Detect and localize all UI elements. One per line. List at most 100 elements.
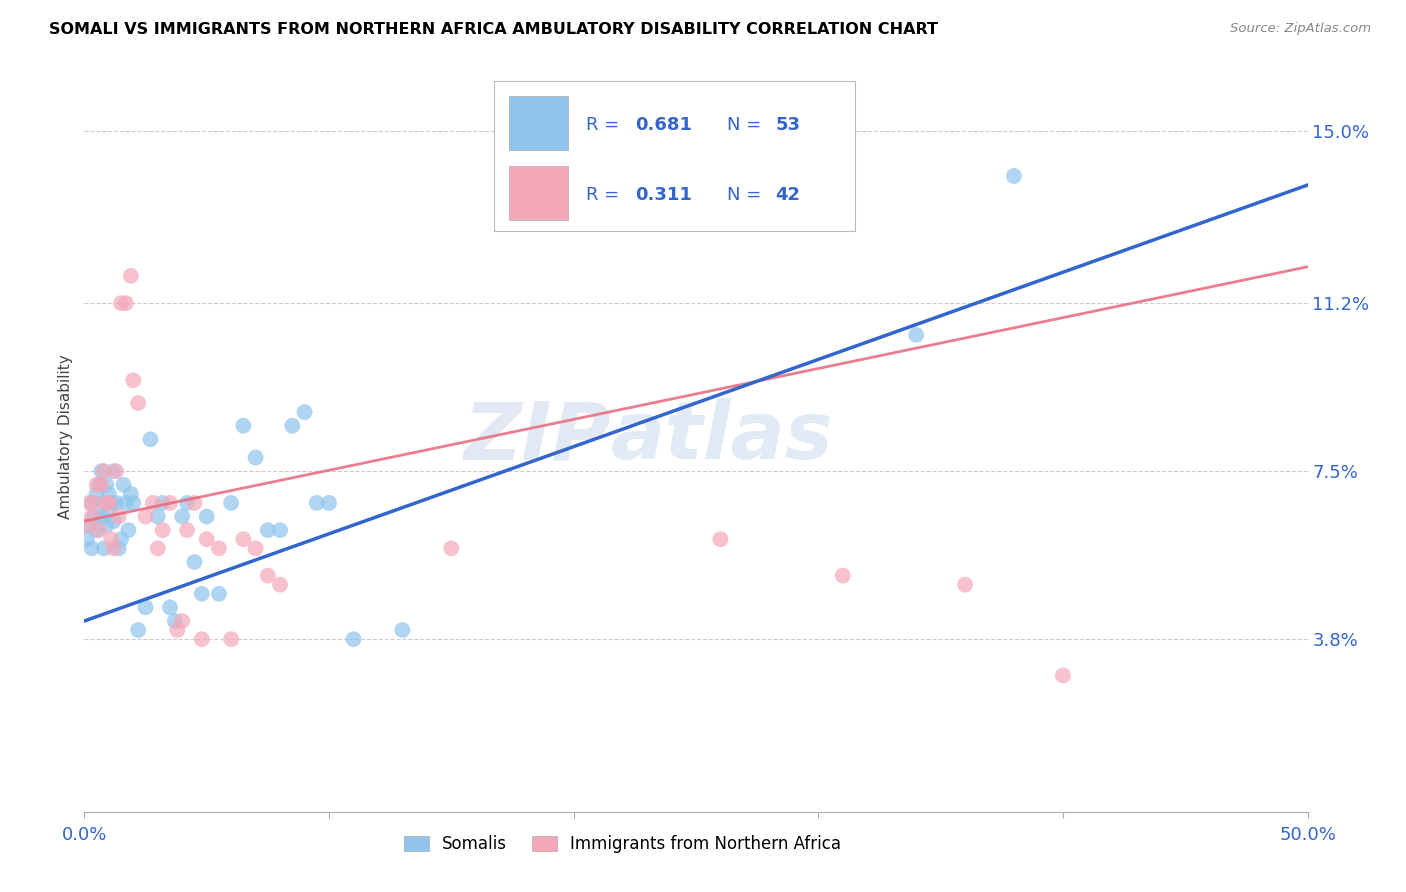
Point xyxy=(120,268,142,283)
Point xyxy=(103,514,125,528)
Point xyxy=(77,518,100,533)
FancyBboxPatch shape xyxy=(494,81,855,231)
Point xyxy=(105,496,128,510)
Point xyxy=(76,518,98,533)
Text: atlas: atlas xyxy=(610,398,834,476)
Point xyxy=(87,523,110,537)
Point xyxy=(269,523,291,537)
Point xyxy=(105,464,128,478)
Point xyxy=(100,496,122,510)
Point xyxy=(76,533,98,547)
Point xyxy=(191,587,214,601)
Text: ZIP: ZIP xyxy=(463,398,610,476)
Text: 0.311: 0.311 xyxy=(636,186,692,204)
Point xyxy=(86,477,108,491)
Point xyxy=(87,477,110,491)
Point xyxy=(159,496,181,510)
Point xyxy=(80,509,103,524)
Point xyxy=(232,533,254,547)
Point xyxy=(90,464,112,478)
Text: SOMALI VS IMMIGRANTS FROM NORTHERN AFRICA AMBULATORY DISABILITY CORRELATION CHAR: SOMALI VS IMMIGRANTS FROM NORTHERN AFRIC… xyxy=(49,22,938,37)
Text: R =: R = xyxy=(586,186,624,204)
Point xyxy=(391,623,413,637)
Text: N =: N = xyxy=(727,186,766,204)
Point xyxy=(122,496,145,510)
Point xyxy=(135,600,157,615)
Point xyxy=(163,614,186,628)
Point xyxy=(195,533,218,547)
Point xyxy=(107,509,129,524)
Point xyxy=(294,405,316,419)
Point xyxy=(269,577,291,591)
Point xyxy=(93,496,115,510)
Point xyxy=(83,496,105,510)
Point xyxy=(110,296,132,310)
Legend: Somalis, Immigrants from Northern Africa: Somalis, Immigrants from Northern Africa xyxy=(396,829,848,860)
Text: 42: 42 xyxy=(776,186,800,204)
Point xyxy=(1002,169,1025,183)
Point xyxy=(245,541,267,556)
Point xyxy=(115,496,138,510)
Point xyxy=(135,509,157,524)
Point xyxy=(97,505,120,519)
Point xyxy=(146,541,169,556)
Point xyxy=(191,632,214,647)
FancyBboxPatch shape xyxy=(509,166,568,219)
Point xyxy=(281,418,304,433)
Point xyxy=(318,496,340,510)
Point xyxy=(257,568,280,582)
Point xyxy=(93,541,115,556)
Point xyxy=(709,533,731,547)
Text: 53: 53 xyxy=(776,116,800,134)
Point xyxy=(152,523,174,537)
Point xyxy=(142,496,165,510)
Point xyxy=(183,555,205,569)
Point xyxy=(953,577,976,591)
Point xyxy=(103,464,125,478)
Point xyxy=(139,433,162,447)
Point xyxy=(77,496,100,510)
Point xyxy=(245,450,267,465)
Point xyxy=(1052,668,1074,682)
Point xyxy=(219,496,242,510)
Point xyxy=(103,541,125,556)
Point xyxy=(172,614,194,628)
Point xyxy=(110,533,132,547)
Point xyxy=(905,327,928,342)
Text: N =: N = xyxy=(727,116,766,134)
Point xyxy=(86,487,108,501)
FancyBboxPatch shape xyxy=(509,96,568,150)
Point xyxy=(107,541,129,556)
Point xyxy=(176,496,198,510)
Point xyxy=(96,477,118,491)
Point xyxy=(86,523,108,537)
Point xyxy=(120,487,142,501)
Point xyxy=(96,496,118,510)
Point xyxy=(146,509,169,524)
Point xyxy=(183,496,205,510)
Point xyxy=(159,600,181,615)
Point xyxy=(195,509,218,524)
Point xyxy=(219,632,242,647)
Point xyxy=(208,541,231,556)
Point xyxy=(90,509,112,524)
Point xyxy=(172,509,194,524)
Point xyxy=(127,623,149,637)
Point xyxy=(612,169,634,183)
Point xyxy=(97,487,120,501)
Y-axis label: Ambulatory Disability: Ambulatory Disability xyxy=(58,355,73,519)
Text: R =: R = xyxy=(586,116,624,134)
Point xyxy=(96,518,118,533)
Point xyxy=(831,568,853,582)
Point xyxy=(166,623,188,637)
Point xyxy=(342,632,364,647)
Point xyxy=(232,418,254,433)
Point xyxy=(257,523,280,537)
Text: 0.681: 0.681 xyxy=(636,116,692,134)
Point xyxy=(93,464,115,478)
Point xyxy=(90,477,112,491)
Text: Source: ZipAtlas.com: Source: ZipAtlas.com xyxy=(1230,22,1371,36)
Point xyxy=(440,541,463,556)
Point xyxy=(127,396,149,410)
Point xyxy=(117,523,139,537)
